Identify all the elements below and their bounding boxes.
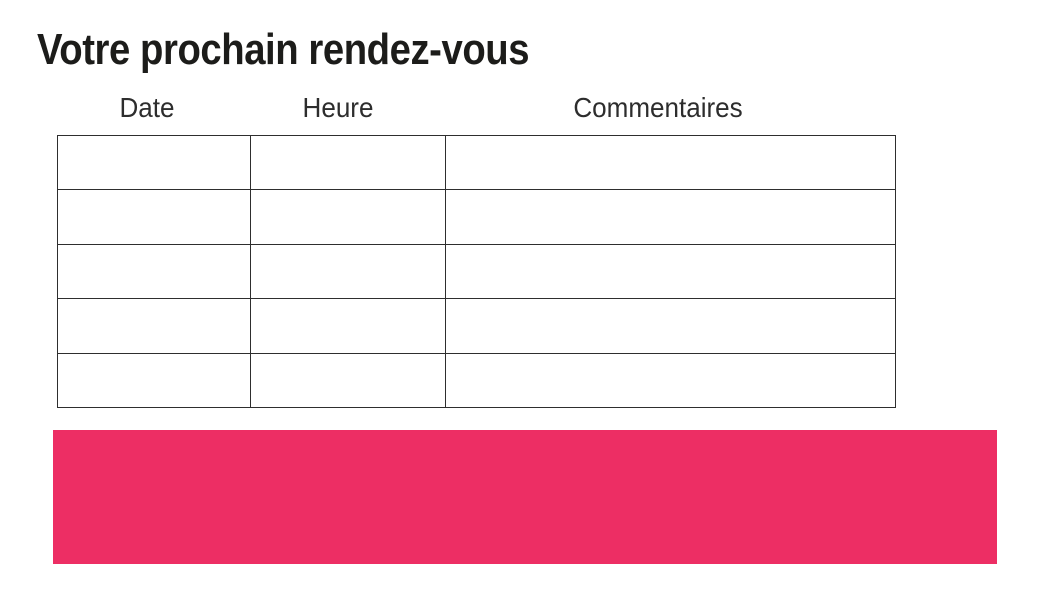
table-cell-date (57, 243, 251, 300)
table-cell-commentaires (445, 352, 896, 408)
table-cell-commentaires (445, 298, 896, 354)
table-cell-heure (250, 352, 446, 408)
appointments-table (57, 134, 896, 408)
table-cell-heure (250, 189, 446, 245)
footer-accent-band (53, 430, 997, 564)
table-cell-date (57, 134, 251, 191)
column-header-date: Date (119, 92, 175, 123)
page-title: Votre prochain rendez-vous (37, 25, 530, 74)
table-row (57, 298, 896, 354)
table-cell-date (57, 298, 251, 354)
table-cell-date (57, 352, 251, 408)
column-header-heure: Heure (302, 92, 374, 123)
table-row (57, 189, 896, 245)
table-cell-heure (250, 134, 446, 191)
table-cell-heure (250, 243, 446, 300)
table-cell-date (57, 189, 251, 245)
table-row (57, 243, 896, 300)
appointments-table-body (57, 134, 896, 408)
table-cell-commentaires (445, 243, 896, 300)
column-header-commentaires: Commentaires (573, 92, 743, 123)
table-cell-commentaires (445, 189, 896, 245)
table-row (57, 352, 896, 408)
table-row (57, 134, 896, 191)
table-cell-commentaires (445, 134, 896, 191)
table-cell-heure (250, 298, 446, 354)
